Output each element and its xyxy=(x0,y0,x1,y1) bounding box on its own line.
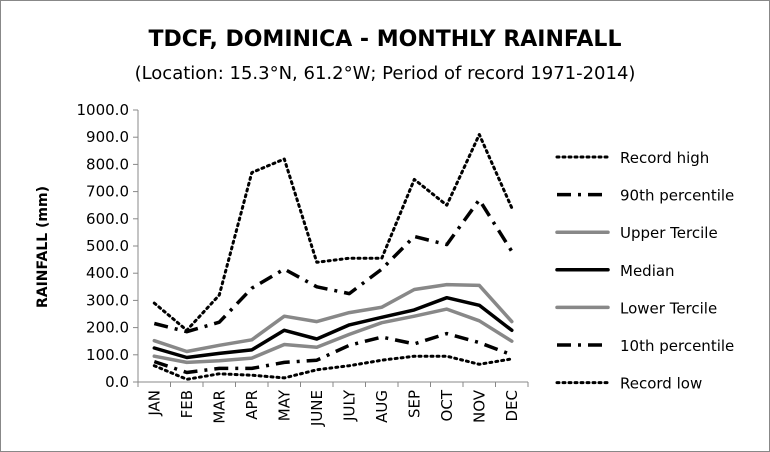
legend-label: Record low xyxy=(620,375,702,393)
legend-label: Lower Tercile xyxy=(620,299,717,317)
series-line xyxy=(152,133,514,332)
x-tick-label: SEP xyxy=(405,390,423,418)
series-line xyxy=(153,198,514,334)
chart-title: TDCF, DOMINICA - MONTHLY RAINFALL xyxy=(149,27,622,52)
x-tick-label: FEB xyxy=(178,390,196,418)
y-tick-label: 300.0 xyxy=(86,291,129,309)
legend: Record high 90th percentile Upper Tercile M… xyxy=(555,149,734,393)
y-tick-label: 600.0 xyxy=(86,210,129,228)
chart-subtitle: (Location: 15.3°N, 61.2°W; Period of rec… xyxy=(135,63,636,84)
series-line xyxy=(152,295,514,360)
y-tick-label: 0.0 xyxy=(105,373,129,391)
x-tick-label: OCT xyxy=(438,389,456,421)
y-tick-label: 900.0 xyxy=(86,128,129,146)
series-line xyxy=(152,354,514,381)
series-line xyxy=(152,307,514,365)
y-tick-label: 400.0 xyxy=(86,264,129,282)
y-tick-label: 500.0 xyxy=(86,237,129,255)
y-tick-label: 800.0 xyxy=(86,155,129,173)
y-tick-label: 700.0 xyxy=(86,183,129,201)
x-tick-label: DEC xyxy=(503,390,521,422)
x-tick-label: JUNE xyxy=(308,390,326,427)
y-tick-label: 200.0 xyxy=(86,319,129,337)
legend-label: Upper Tercile xyxy=(620,224,718,242)
plot-area: 0.0 100.0 200.0 300.0 400.0 500.0 600.0 700.0 80… xyxy=(77,101,529,427)
legend-label: 10th percentile xyxy=(620,337,734,355)
x-tick-label: JAN xyxy=(145,390,163,417)
x-tick-label: JULY xyxy=(340,389,358,422)
y-axis-title: RAINFALL (mm) xyxy=(35,186,51,308)
series-line xyxy=(152,282,514,354)
x-tick-label: MAR xyxy=(210,390,228,424)
x-tick-label: MAY xyxy=(275,389,293,421)
x-tick-label: AUG xyxy=(373,390,391,423)
y-tick-label: 1000.0 xyxy=(77,101,130,119)
legend-label: Median xyxy=(620,262,675,280)
legend-label: 90th percentile xyxy=(620,187,734,205)
x-tick-label: APR xyxy=(243,390,261,420)
x-tick-label: NOV xyxy=(470,389,488,423)
y-tick-label: 100.0 xyxy=(86,346,129,364)
legend-label: Record high xyxy=(620,149,709,167)
